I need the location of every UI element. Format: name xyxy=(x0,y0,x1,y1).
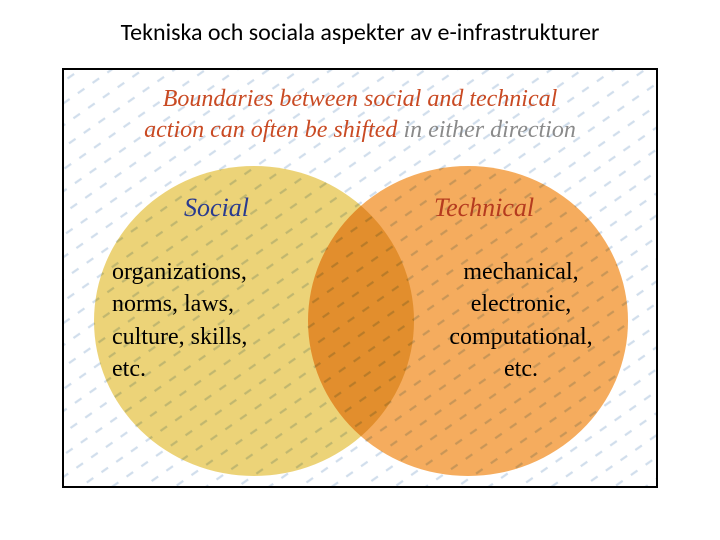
slide-title: Tekniska och sociala aspekter av e-infra… xyxy=(0,0,720,47)
figure-heading: Boundaries between social and technical … xyxy=(64,84,656,146)
figure-container: Boundaries between social and technical … xyxy=(62,68,658,488)
heading-line2-trail: in either direction xyxy=(397,117,575,143)
heading-line1: Boundaries between social and technical xyxy=(64,84,656,115)
heading-line2: action can often be shifted in either di… xyxy=(64,115,656,146)
venn-diagram: Social Technical organizations, norms, l… xyxy=(64,160,656,486)
venn-items-social: organizations, norms, laws, culture, ski… xyxy=(112,256,322,386)
heading-line2-main: action can often be shifted xyxy=(144,117,397,143)
venn-label-social: Social xyxy=(184,190,249,225)
venn-items-technical: mechanical, electronic, computational, e… xyxy=(416,256,626,386)
venn-label-technical: Technical xyxy=(434,190,534,225)
